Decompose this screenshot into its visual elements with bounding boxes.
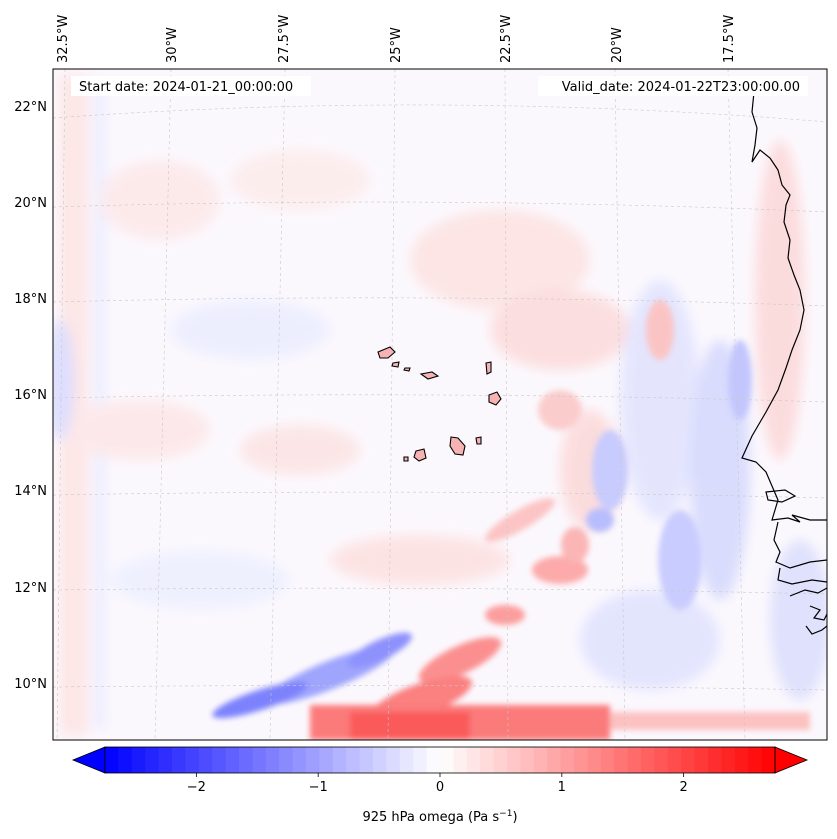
colorbar-band — [748, 747, 763, 773]
colorbar-band — [332, 747, 347, 773]
colorbar-band — [386, 747, 401, 773]
lon-label: 25°W — [389, 27, 404, 63]
colorbar-band — [145, 747, 160, 773]
colorbar-label: 925 hPa omega (Pa s−1) — [362, 809, 517, 825]
colorbar-band — [533, 747, 548, 773]
colorbar-label-main: 925 hPa omega (Pa s — [362, 810, 499, 825]
colorbar-band — [560, 747, 575, 773]
valid-date-box — [538, 76, 808, 96]
lon-label: 32.5°W — [56, 15, 71, 63]
lat-label: 16°N — [14, 388, 47, 403]
colorbar-band — [466, 747, 481, 773]
colorbar-label-close: ) — [512, 810, 517, 825]
colorbar-band — [440, 747, 454, 773]
colorbar-band — [359, 747, 374, 773]
graticule — [53, 69, 827, 740]
colorbar-band — [600, 747, 615, 773]
map-frame — [52, 68, 828, 741]
colorbar-band — [587, 747, 602, 773]
colorbar-tick: −2 — [187, 773, 206, 795]
colorbar-tick: 0 — [436, 773, 444, 795]
colorbar-tick-label: −2 — [187, 780, 206, 795]
colorbar-band — [319, 747, 334, 773]
longitude-labels: 32.5°W 30°W 27.5°W 25°W 22.5°W 20°W 17.5… — [56, 15, 737, 63]
colorbar-bands — [105, 747, 776, 773]
colorbar-band — [614, 747, 629, 773]
colorbar-band — [641, 747, 655, 773]
colorbar-band — [627, 747, 642, 773]
colorbar-band — [105, 747, 119, 773]
colorbar-band — [292, 747, 307, 773]
colorbar-tick-label: 2 — [679, 780, 687, 795]
colorbar-band — [413, 747, 428, 773]
colorbar-band — [667, 747, 682, 773]
map-panel — [52, 68, 828, 741]
colorbar-band — [198, 747, 213, 773]
colorbar-band — [185, 747, 200, 773]
colorbar-band — [265, 747, 280, 773]
lon-label: 20°W — [610, 27, 625, 63]
colorbar-tick: 2 — [679, 773, 688, 795]
colorbar-band — [225, 747, 240, 773]
lat-label: 20°N — [14, 196, 47, 211]
colorbar-band — [373, 747, 387, 773]
colorbar-band — [547, 747, 562, 773]
cape-verde-islands — [377, 346, 502, 462]
colorbar-band — [520, 747, 535, 773]
colorbar-band — [761, 747, 776, 773]
colorbar-band — [681, 747, 696, 773]
valid-date-annotation: Valid_date: 2024-01-22T23:00:00.00 — [538, 76, 808, 96]
colorbar-extend-max — [774, 746, 809, 774]
lat-label: 18°N — [14, 292, 47, 307]
colorbar-tick: 1 — [558, 773, 566, 795]
colorbar-band — [426, 747, 441, 773]
lat-label: 12°N — [14, 581, 47, 596]
lon-label: 30°W — [165, 27, 180, 63]
start-date-box — [71, 76, 311, 96]
colorbar-band — [507, 747, 521, 773]
colorbar-tick: −1 — [309, 773, 328, 795]
colorbar-band — [654, 747, 669, 773]
colorbar-band — [694, 747, 709, 773]
colorbar-band — [252, 747, 267, 773]
colorbar-band — [480, 747, 495, 773]
colorbar: −2 −1 0 1 2 925 hPa omega (Pa s−1) — [71, 746, 809, 825]
colorbar-band — [734, 747, 749, 773]
colorbar-tick-label: 1 — [558, 780, 566, 795]
lat-label: 10°N — [14, 677, 47, 692]
lon-label: 22.5°W — [499, 15, 514, 63]
colorbar-band — [453, 747, 468, 773]
colorbar-ticks: −2 −1 0 1 2 — [187, 773, 688, 795]
colorbar-band — [239, 747, 253, 773]
colorbar-band — [708, 747, 722, 773]
colorbar-band — [118, 747, 133, 773]
colorbar-band — [574, 747, 588, 773]
colorbar-band — [493, 747, 508, 773]
colorbar-band — [131, 747, 146, 773]
omega-field — [53, 69, 827, 740]
colorbar-band — [399, 747, 414, 773]
colorbar-band — [279, 747, 294, 773]
colorbar-band — [158, 747, 173, 773]
valid-date-text: Valid_date: 2024-01-22T23:00:00.00 — [562, 80, 800, 95]
lat-label: 22°N — [14, 100, 47, 115]
colorbar-extend-min — [71, 746, 106, 774]
colorbar-band — [172, 747, 186, 773]
colorbar-band — [721, 747, 736, 773]
colorbar-band — [306, 747, 320, 773]
colorbar-band — [212, 747, 227, 773]
colorbar-tick-label: 0 — [436, 780, 444, 795]
latitude-labels: 22°N 20°N 18°N 16°N 14°N 12°N 10°N — [14, 100, 47, 692]
colorbar-tick-label: −1 — [309, 780, 328, 795]
lon-label: 27.5°W — [277, 15, 292, 63]
african-coastline — [741, 91, 827, 635]
start-date-text: Start date: 2024-01-21_00:00:00 — [79, 80, 293, 95]
start-date-annotation: Start date: 2024-01-21_00:00:00 — [71, 76, 311, 96]
lat-label: 14°N — [14, 484, 47, 499]
colorbar-label-exponent: −1 — [499, 809, 512, 819]
colorbar-band — [346, 747, 361, 773]
lon-label: 17.5°W — [722, 15, 737, 63]
